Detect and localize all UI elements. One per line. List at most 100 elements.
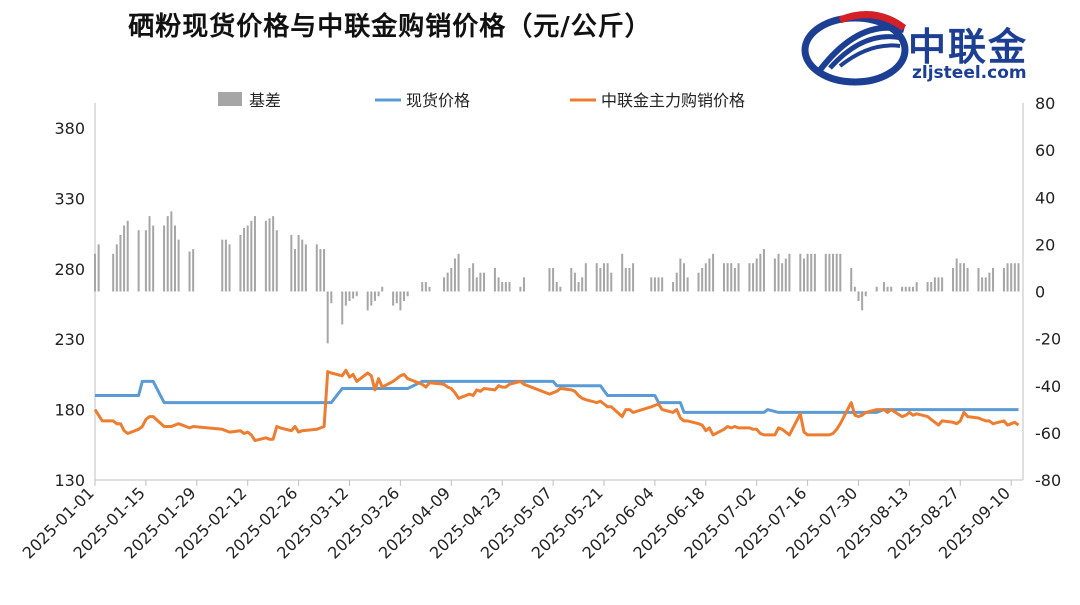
y-right-tick-label: 80 [1035, 94, 1055, 113]
basis-bar [573, 272, 576, 292]
legend-label: 现货价格 [406, 91, 470, 110]
basis-bar [479, 272, 482, 292]
basis-bar [857, 291, 860, 301]
basis-bar [119, 234, 122, 292]
basis-bar [595, 263, 598, 292]
basis-bar [497, 277, 500, 292]
basis-bar [781, 263, 784, 292]
basis-bar [504, 282, 507, 292]
basis-bar [304, 244, 307, 292]
basis-bar [839, 253, 842, 292]
y-right-tick-label: 40 [1035, 188, 1055, 207]
basis-bar [759, 253, 762, 292]
basis-bar [628, 267, 631, 292]
basis-bar [704, 263, 707, 292]
basis-bar [1010, 263, 1013, 292]
y-right-tick-label: -80 [1035, 471, 1061, 490]
basis-bar [882, 282, 885, 292]
basis-bar [861, 291, 864, 311]
basis-bar [97, 244, 100, 292]
basis-bar [483, 272, 486, 292]
basis-bar [886, 286, 889, 292]
basis-bar [377, 291, 380, 297]
basis-bar [326, 291, 329, 344]
basis-bar [275, 230, 278, 292]
basis-bar [1002, 267, 1005, 292]
basis-bar [850, 267, 853, 292]
basis-bar [992, 267, 995, 292]
basis-bar [173, 225, 176, 292]
logo-url: zljsteel.com [912, 63, 1027, 83]
basis-bar [424, 282, 427, 292]
basis-bar [632, 263, 635, 292]
basis-bar [250, 220, 253, 292]
y-right-tick-label: -40 [1035, 377, 1061, 396]
legend-swatch-basis [218, 92, 242, 106]
basis-bar [901, 286, 904, 292]
basis-bar [621, 253, 624, 292]
basis-bar [672, 282, 675, 292]
basis-bar [824, 253, 827, 292]
basis-bar [835, 253, 838, 292]
basis-bar [224, 239, 227, 292]
basis-bar [341, 291, 344, 325]
basis-bar [784, 258, 787, 292]
basis-bar [752, 263, 755, 292]
basis-bar [810, 253, 813, 292]
basis-bar [984, 277, 987, 292]
basis-bar [475, 277, 478, 292]
basis-bar [1017, 263, 1020, 292]
basis-bar [421, 282, 424, 292]
basis-bar [748, 263, 751, 292]
basis-bar [548, 267, 551, 292]
basis-bar [599, 267, 602, 292]
basis-bar [559, 286, 562, 292]
basis-bar [624, 267, 627, 292]
basis-bar [446, 272, 449, 292]
basis-bar [123, 225, 126, 292]
y-right-tick-label: 60 [1035, 141, 1055, 160]
basis-bar [788, 253, 791, 292]
basis-bar [519, 286, 522, 292]
basis-bar [966, 267, 969, 292]
basis-bar [493, 267, 496, 292]
basis-bar [148, 216, 151, 292]
basis-bar [403, 291, 406, 301]
basis-bar [508, 282, 511, 292]
basis-bar [679, 258, 682, 292]
basis-bar [268, 218, 271, 292]
basis-bar [577, 282, 580, 292]
basis-bar [799, 253, 802, 292]
basis-bar [697, 272, 700, 292]
basis-bar [933, 277, 936, 292]
basis-bar [457, 253, 460, 292]
basis-bar [188, 251, 191, 292]
basis-bar [762, 249, 765, 292]
basis-bar [875, 286, 878, 292]
basis-bar [930, 282, 933, 292]
basis-bar [373, 291, 376, 301]
basis-bar [726, 263, 729, 292]
basis-bar [323, 249, 326, 292]
basis-bar [253, 216, 256, 292]
basis-bar [686, 277, 689, 292]
basis-bar [290, 234, 293, 292]
basis-bar [246, 225, 249, 292]
basis-bar [581, 277, 584, 292]
basis-bar [319, 249, 322, 292]
basis-bar [144, 230, 147, 292]
legend-label: 基差 [249, 91, 281, 110]
basis-bar [468, 267, 471, 292]
basis-bar [293, 249, 296, 292]
basis-bar [915, 282, 918, 292]
basis-bar [610, 272, 613, 292]
zlj-price-line [93, 368, 1020, 443]
basis-bar [344, 291, 347, 306]
basis-bar [348, 291, 351, 301]
basis-bar [603, 263, 605, 292]
y-left-tick-label: 380 [54, 119, 85, 138]
basis-bar [941, 277, 944, 292]
basis-bar [352, 291, 355, 299]
basis-bar [552, 267, 555, 292]
basis-bar [777, 253, 780, 292]
